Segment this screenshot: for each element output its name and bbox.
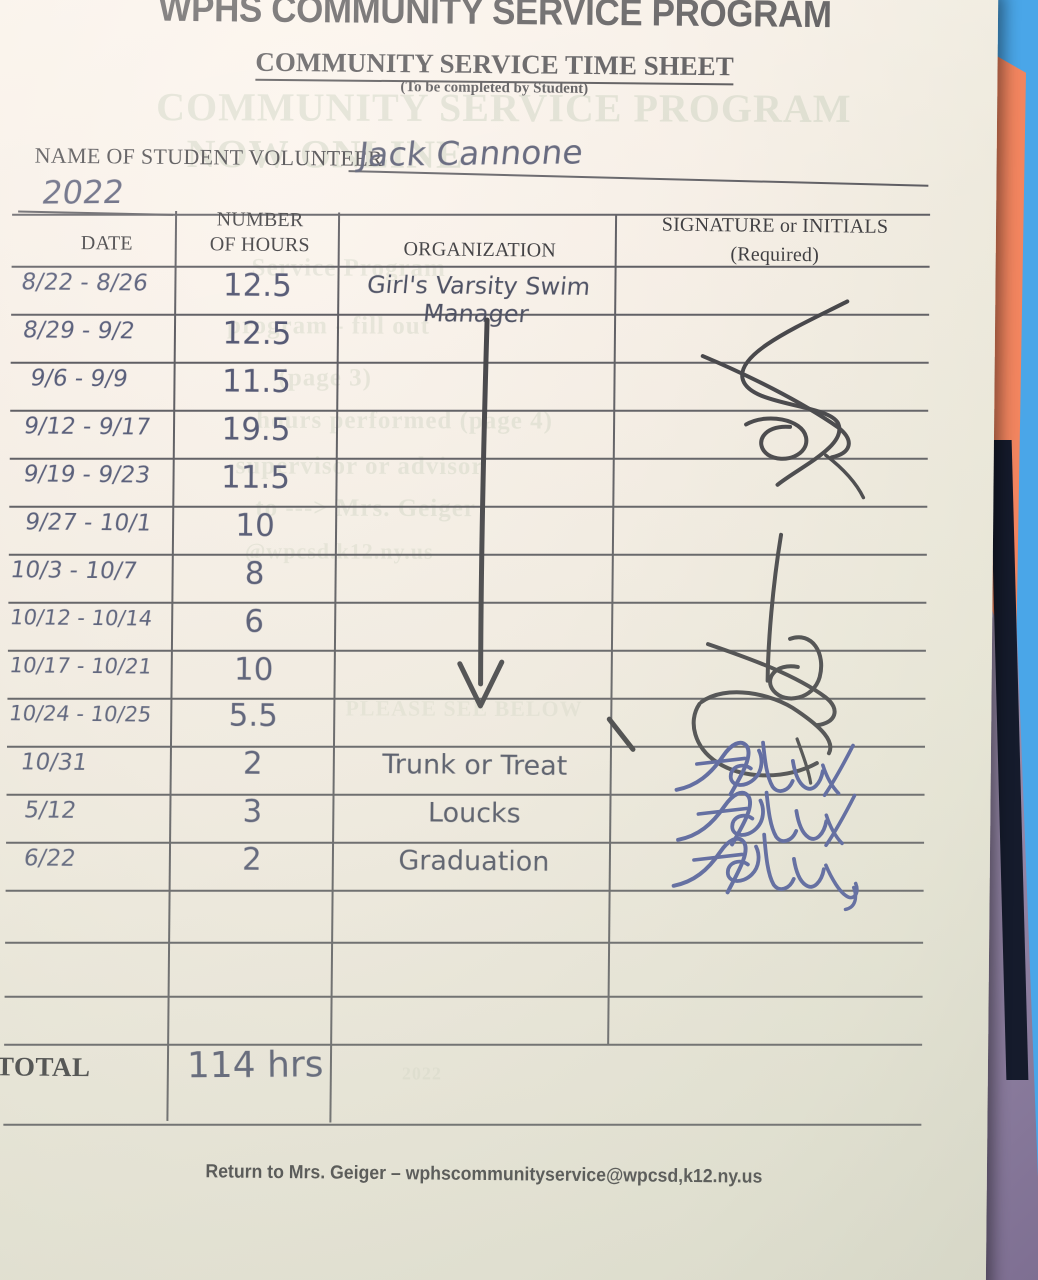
supervisor-signature-scrawl-upper: [700, 299, 866, 500]
page-title: WPHS COMMUNITY SERVICE PROGRAM: [158, 0, 832, 36]
table-rule-total-bottom: [3, 1123, 922, 1126]
year-note-value[interactable]: 2022: [39, 172, 127, 212]
table-row[interactable]: 8: [244, 555, 265, 592]
table-rule-3: [10, 409, 929, 412]
table-rule-10: [6, 745, 925, 748]
table-row[interactable]: 9/6 - 9/9: [28, 365, 130, 393]
table-row[interactable]: 12.5: [222, 315, 292, 353]
table-row[interactable]: 2: [241, 841, 262, 878]
table-row[interactable]: 10/3 - 10/7: [8, 557, 139, 585]
table-row[interactable]: Trunk or Treat: [382, 748, 568, 782]
table-row[interactable]: 2: [242, 745, 263, 782]
table-rule-5: [9, 505, 928, 508]
table-rule-9: [7, 697, 926, 700]
table-rule-12: [6, 841, 925, 844]
table-row[interactable]: 8/29 - 9/2: [21, 317, 137, 345]
table-rule-13: [5, 889, 924, 892]
header-hours-l2: OF HOURS: [209, 233, 310, 257]
header-hours-l1: NUMBER: [216, 208, 304, 232]
header-date: DATE: [80, 232, 133, 255]
timesheet-table: DATE NUMBER OF HOURS ORGANIZATION SIGNAT…: [3, 208, 931, 1128]
table-rule-11: [6, 793, 925, 796]
column-divider-organization: [607, 215, 618, 1046]
table-rule-8: [7, 649, 926, 652]
table-row[interactable]: 9/19 - 9/23: [21, 461, 152, 489]
table-rule-15: [4, 995, 923, 998]
table-row[interactable]: 10/17 - 10/21: [7, 653, 154, 679]
table-row[interactable]: 10/24 - 10/25: [7, 701, 154, 727]
student-name-value[interactable]: Jack Cannone: [356, 132, 586, 175]
table-rule-14: [5, 941, 924, 944]
table-rule-2: [10, 361, 929, 364]
table-rule-7: [8, 601, 927, 604]
table-row[interactable]: 5/12: [22, 797, 78, 825]
total-value[interactable]: 114 hrs: [186, 1044, 324, 1087]
table-row[interactable]: 19.5: [221, 411, 291, 449]
table-row[interactable]: 10: [235, 507, 275, 544]
student-name-label: NAME OF STUDENT VOLUNTEER: [34, 142, 384, 171]
header-signature-l1: SIGNATURE or INITIALS: [661, 213, 889, 238]
table-rule-16: [4, 1043, 923, 1046]
table-row[interactable]: Loucks: [427, 797, 521, 830]
table-row[interactable]: 3: [242, 793, 263, 830]
table-row[interactable]: 10: [233, 651, 274, 688]
table-row[interactable]: 5.5: [228, 697, 279, 734]
table-rule-4: [9, 457, 928, 460]
header-organization: ORGANIZATION: [403, 238, 557, 262]
table-row[interactable]: Graduation: [398, 845, 550, 878]
table-row[interactable]: 10/31: [18, 749, 90, 777]
table-row[interactable]: 10/12 - 10/14: [8, 605, 154, 631]
table-row[interactable]: Girl's Varsity Swim Manager: [365, 270, 592, 329]
table-row[interactable]: 6/22: [21, 845, 78, 873]
table-row[interactable]: 11.5: [220, 459, 291, 497]
table-row[interactable]: 6: [244, 603, 265, 640]
table-row[interactable]: 9/12 - 9/17: [22, 413, 153, 441]
footer-return-instructions: Return to Mrs. Geiger – wphscommunityser…: [205, 1161, 763, 1188]
header-signature-l2: (Required): [730, 243, 820, 267]
table-row[interactable]: 12.5: [222, 267, 293, 305]
total-label: TOTAL: [0, 1051, 91, 1083]
supervisor-signature-scrawl-lower: [691, 532, 837, 785]
table-row[interactable]: 11.5: [221, 363, 292, 401]
table-row[interactable]: 8/22 - 8/26: [19, 269, 150, 297]
table-rule-6: [8, 553, 927, 556]
timesheet-paper: COMMUNITY SERVICE PROGRAM NOW ONLINE Ser…: [0, 0, 999, 1280]
document-content: WPHS COMMUNITY SERVICE PROGRAM COMMUNITY…: [0, 0, 931, 1188]
organization-ditto-arrow-icon: [457, 317, 505, 709]
table-row[interactable]: 9/27 - 10/1: [23, 509, 154, 537]
